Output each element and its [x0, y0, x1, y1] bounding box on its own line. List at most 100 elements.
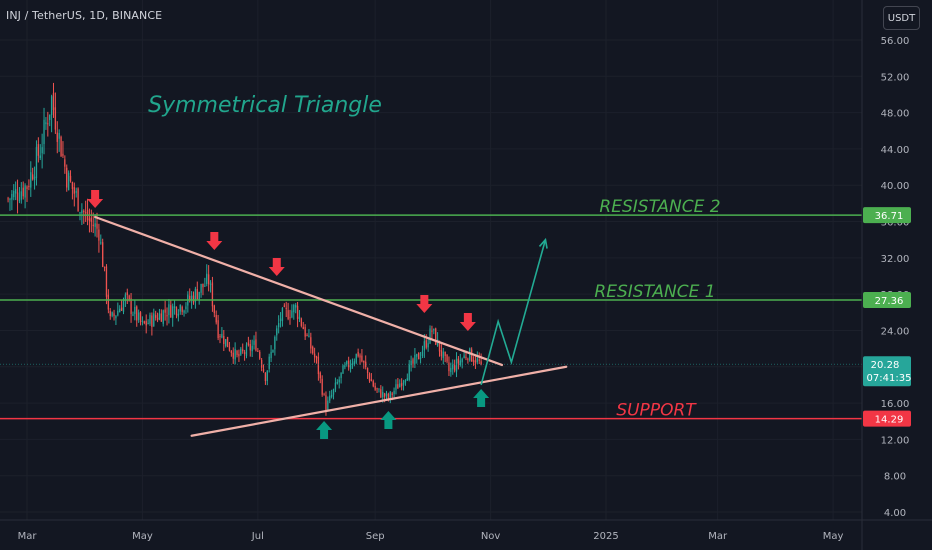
- candle-body: [357, 351, 359, 357]
- candle-body: [236, 350, 238, 355]
- candle-body: [145, 320, 147, 326]
- candle-body: [107, 294, 110, 310]
- down-arrow-icon: [416, 295, 433, 313]
- level-badge: [863, 291, 911, 308]
- candle-body: [60, 136, 62, 157]
- unit-button[interactable]: USDT: [883, 6, 920, 30]
- candlestick-series: [7, 82, 482, 416]
- candle-body: [230, 350, 233, 353]
- candle-body: [247, 342, 250, 345]
- triangle-trendlines: [94, 215, 568, 437]
- candle-body: [446, 354, 448, 362]
- level-label: RESISTANCE 2: [599, 197, 720, 217]
- candle-body: [139, 312, 142, 323]
- candle-body: [185, 306, 187, 309]
- level-label: SUPPORT: [616, 401, 697, 421]
- x-tick-label: Mar: [708, 531, 728, 542]
- candle-body: [444, 351, 446, 356]
- candle-body: [249, 344, 251, 351]
- candle-body: [149, 314, 151, 324]
- candle-body: [372, 381, 374, 387]
- candle-body: [474, 360, 477, 364]
- candle-body: [308, 335, 310, 337]
- candle-body: [52, 92, 55, 110]
- candle-body: [13, 190, 15, 198]
- candle-body: [156, 317, 159, 321]
- candle-body: [41, 147, 43, 154]
- candle-body: [470, 349, 473, 362]
- candle-body: [43, 119, 45, 145]
- candle-body: [255, 339, 257, 351]
- candle-body: [143, 321, 145, 323]
- candle-body: [435, 328, 437, 345]
- x-tick-label: May: [823, 531, 844, 542]
- candle-body: [274, 336, 276, 350]
- candle-body: [459, 360, 461, 365]
- candle-body: [336, 381, 338, 384]
- y-tick-label: 32.00: [881, 254, 910, 265]
- candle-body: [406, 378, 408, 381]
- candle-body: [344, 365, 346, 368]
- candle-body: [346, 361, 348, 365]
- x-tick-label: Nov: [481, 531, 501, 542]
- time-axis[interactable]: Mar May Jul Sep Nov 2025 Mar May: [18, 531, 844, 542]
- candle-body: [427, 343, 429, 348]
- candle-body: [206, 273, 208, 284]
- candle-body: [245, 344, 248, 356]
- candle-body: [438, 340, 441, 352]
- candle-body: [457, 358, 460, 364]
- candle-body: [272, 349, 274, 352]
- symbol-title: INJ / TetherUS, 1D, BINANCE: [6, 9, 163, 22]
- candle-body: [73, 187, 75, 194]
- candle-body: [50, 96, 53, 116]
- down-arrow-icon: [87, 190, 104, 208]
- candle-body: [304, 327, 306, 337]
- candle-body: [213, 305, 215, 314]
- y-tick-label: 4.00: [884, 508, 906, 519]
- candle-body: [160, 313, 163, 322]
- candle-body: [469, 348, 471, 361]
- y-tick-label: 44.00: [881, 145, 910, 156]
- candle-body: [7, 198, 9, 200]
- candle-body: [219, 336, 221, 338]
- candle-body: [115, 315, 117, 319]
- candle-body: [137, 312, 140, 320]
- candle-body: [45, 122, 47, 125]
- up-arrow-icon: [473, 389, 490, 407]
- candle-body: [251, 345, 253, 352]
- candle-body: [209, 283, 212, 285]
- last-price-countdown: 07:41:35: [867, 373, 912, 384]
- candle-body: [262, 369, 265, 372]
- candle-body: [302, 326, 304, 330]
- candle-body: [111, 312, 113, 316]
- candle-body: [56, 132, 58, 142]
- candle-body: [113, 313, 115, 316]
- candle-body: [476, 358, 478, 363]
- candle-body: [270, 351, 272, 359]
- candle-body: [276, 328, 278, 336]
- candle-body: [279, 318, 282, 322]
- level-badge: [863, 207, 911, 224]
- candle-body: [24, 185, 26, 198]
- down-arrow-icon: [206, 232, 223, 250]
- candle-body: [295, 304, 297, 308]
- candle-body: [32, 174, 34, 180]
- candle-body: [9, 198, 11, 200]
- candle-body: [340, 372, 342, 378]
- candle-body: [423, 341, 426, 351]
- candle-body: [321, 378, 323, 395]
- candle-body: [96, 223, 98, 229]
- candle-body: [136, 306, 138, 321]
- candle-body: [26, 186, 28, 189]
- trendline-lower: [190, 365, 568, 437]
- candle-body: [189, 295, 191, 301]
- candle-body: [132, 314, 134, 316]
- candle-body: [391, 393, 393, 396]
- candle-body: [100, 242, 102, 244]
- breakout-projection: [480, 237, 548, 386]
- candle-body: [416, 353, 418, 357]
- price-badges: 36.71 27.36 14.29 20.28 07:41:35: [863, 207, 911, 427]
- candle-body: [412, 359, 414, 364]
- candle-body: [399, 383, 401, 388]
